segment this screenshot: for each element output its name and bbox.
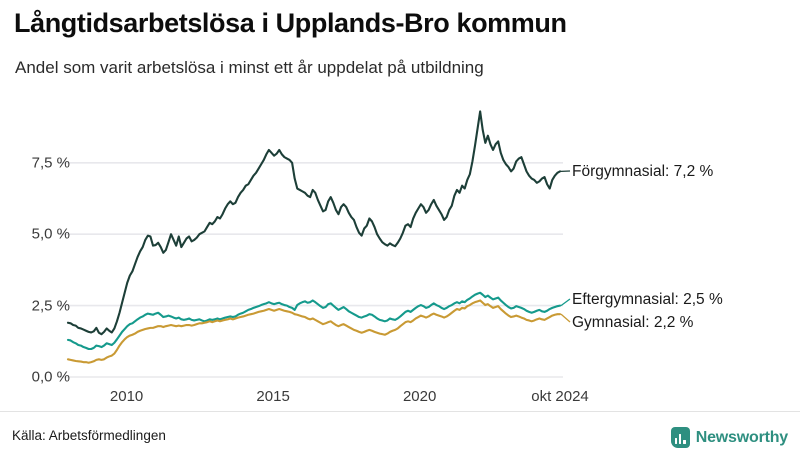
y-axis-tick: 7,5 %: [31, 154, 70, 172]
y-axis-tick: 5,0 %: [31, 225, 70, 243]
series-label: Förgymnasial: 7,2 %: [572, 163, 714, 180]
label-connector: [560, 298, 571, 307]
series-label: Eftergymnasial: 2,5 %: [572, 291, 723, 308]
y-axis-tick: 0,0 %: [31, 368, 70, 386]
gridlines: [60, 162, 563, 378]
x-axis-tick: 2020: [402, 388, 437, 405]
bar-chart-icon: [670, 427, 690, 448]
x-axis-tick: 2010: [109, 388, 144, 405]
label-connector: [560, 313, 571, 323]
logo-text: Newsworthy: [695, 428, 788, 446]
series-line-förgymnasial: [66, 110, 562, 336]
chart-subtitle: Andel som varit arbetslösa i minst ett å…: [15, 58, 484, 77]
newsworthy-logo: Newsworthy: [670, 427, 788, 448]
x-axis-tick: 2015: [256, 388, 290, 405]
footer-divider: [0, 411, 800, 412]
x-axis-tick: okt 2024: [531, 388, 589, 405]
source-note: Källa: Arbetsförmedlingen: [12, 428, 166, 443]
series-label: Gymnasial: 2,2 %: [572, 314, 694, 331]
page-title: Långtidsarbetslösa i Upplands-Bro kommun: [14, 8, 567, 38]
series-lines: [66, 110, 562, 364]
label-connectors: [560, 170, 571, 323]
series-line-eftergymnasial: [66, 291, 562, 351]
y-axis-tick: 2,5 %: [31, 297, 70, 315]
series-line-gymnasial: [66, 299, 562, 364]
